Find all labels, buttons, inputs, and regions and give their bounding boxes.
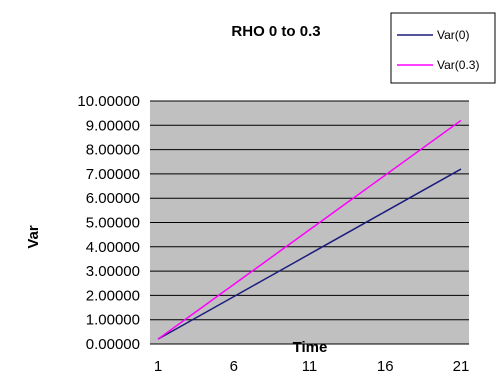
y-tick-labels: 0.00000 1.00000 2.00000 3.00000 4.00000 5.000…: [77, 93, 140, 353]
y-tick-label: 3.00000: [86, 263, 140, 280]
y-tick-label: 9.00000: [86, 117, 140, 134]
x-axis-label: Time: [293, 339, 328, 356]
series-lines: [157, 119, 462, 340]
y-tick-label: 8.00000: [86, 142, 140, 159]
y-tick-label: 4.00000: [86, 239, 140, 256]
legend: Var(0) Var(0.3): [390, 12, 496, 84]
series-line-0: [157, 168, 462, 340]
y-tick-label: 2.00000: [86, 287, 140, 304]
series-line-1: [157, 119, 462, 340]
y-tick-label: 0.00000: [86, 336, 140, 353]
chart-title: RHO 0 to 0.3: [231, 23, 320, 40]
y-tick-label: 10.00000: [77, 93, 140, 110]
y-axis-label: Var: [25, 225, 42, 249]
x-tick-label: 11: [302, 358, 318, 375]
gridlines: [150, 100, 469, 345]
x-tick-label: 16: [377, 358, 394, 375]
legend-label-var0: Var(0): [437, 28, 469, 42]
legend-label-var03: Var(0.3): [437, 58, 479, 72]
x-tick-label: 21: [453, 358, 470, 375]
y-tick-label: 7.00000: [86, 166, 140, 183]
y-tick-label: 1.00000: [86, 312, 140, 329]
legend-box: [390, 12, 496, 84]
x-tick-label: 1: [154, 358, 162, 375]
x-tick-label: 6: [230, 358, 238, 375]
x-tick-labels: 1 6 11 16 21: [154, 358, 470, 375]
y-tick-label: 6.00000: [86, 190, 140, 207]
y-tick-label: 5.00000: [86, 215, 140, 232]
